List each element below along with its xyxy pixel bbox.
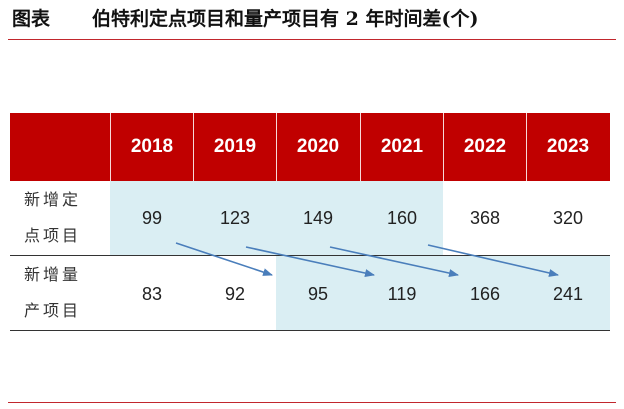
row-label-designated-projects: 新增定 点项目 — [24, 182, 94, 254]
table-cell: 123 — [219, 208, 251, 228]
table-bottom-rule — [10, 330, 610, 331]
bottom-rule — [8, 402, 616, 403]
header-year-2021: 2021 — [380, 136, 424, 157]
header-separator — [360, 113, 361, 181]
table-cell: 95 — [307, 284, 329, 304]
header-separator — [193, 113, 194, 181]
row-label-line: 新增定 — [24, 190, 82, 209]
table-cell: 320 — [552, 208, 584, 228]
header-year-2023: 2023 — [546, 136, 590, 157]
row-label-line: 产项目 — [24, 301, 82, 320]
row-label-mass-production-projects: 新增量 产项目 — [24, 257, 94, 329]
header-separator — [276, 113, 277, 181]
header-year-2020: 2020 — [296, 136, 340, 157]
table-cell: 160 — [386, 208, 418, 228]
figure-label: 图表 — [12, 8, 51, 30]
figure-title: 图表 伯特利定点项目和量产项目有 2 年时间差(个) — [12, 4, 478, 34]
table-cell: 166 — [469, 284, 501, 304]
header-year-2019: 2019 — [213, 136, 257, 157]
table-cell: 241 — [552, 284, 584, 304]
row-divider — [10, 255, 610, 256]
row-label-line: 新增量 — [24, 265, 82, 284]
table-cell: 368 — [469, 208, 501, 228]
header-separator — [526, 113, 527, 181]
header-year-2018: 2018 — [130, 136, 174, 157]
top-rule — [8, 39, 616, 40]
table-cell: 149 — [302, 208, 334, 228]
table-cell: 92 — [224, 284, 246, 304]
header-separator — [443, 113, 444, 181]
table-cell: 99 — [141, 208, 163, 228]
figure-title-text: 伯特利定点项目和量产项目有 2 年时间差(个) — [92, 8, 479, 30]
header-year-2022: 2022 — [463, 136, 507, 157]
highlight-row1 — [110, 181, 443, 255]
row-label-line: 点项目 — [24, 226, 82, 245]
data-table: 2018 2019 2020 2021 2022 2023 新增定 点项目 99… — [10, 113, 610, 331]
table-cell: 119 — [387, 284, 417, 304]
table-cell: 83 — [141, 284, 163, 304]
header-separator — [110, 113, 111, 181]
